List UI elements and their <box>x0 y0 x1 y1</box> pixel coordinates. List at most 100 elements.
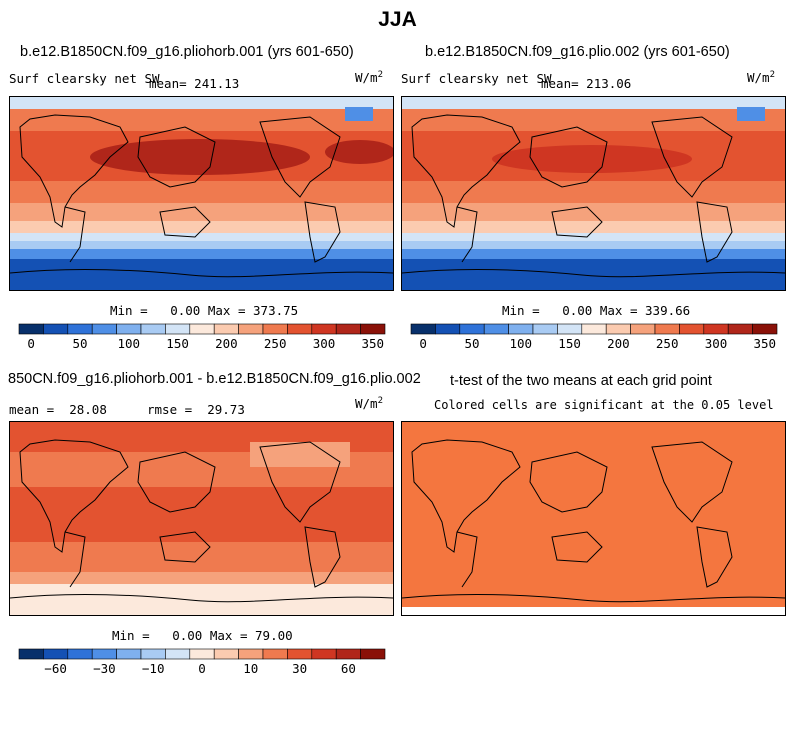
p1-coast-asia <box>137 126 216 188</box>
p4-coast-north-america <box>651 441 733 523</box>
panel3-mean-value: 28.08 <box>69 402 107 417</box>
colorbar-box <box>43 648 69 660</box>
colorbar-tick-label: 0 <box>27 336 35 351</box>
panel1-min-label: Min = <box>110 303 148 318</box>
p2-pacific-max <box>492 145 692 173</box>
colorbar-box <box>262 323 288 335</box>
p3-coastlines <box>10 439 393 603</box>
panel2-variable: Surf clearsky net SW <box>401 71 552 86</box>
panel2-max-label: Max = <box>599 303 638 318</box>
panel3-min-label: Min = <box>112 628 150 643</box>
p1-band-arctic <box>10 109 393 131</box>
colorbar-tick-label: 0 <box>419 336 427 351</box>
panel1-variable: Surf clearsky net SW <box>9 71 160 86</box>
colorbar-box <box>360 648 386 660</box>
colorbar-box <box>213 648 239 660</box>
figure-title: JJA <box>378 8 417 31</box>
p1-band-sh-cool <box>10 233 393 241</box>
panel2-map-svg <box>402 97 785 290</box>
panel1-units-sup: 2 <box>377 70 383 80</box>
colorbar-tick-label: 200 <box>607 336 630 351</box>
p2-band-sh-cool <box>402 233 785 241</box>
p2-band-north-pole <box>402 97 785 109</box>
colorbar-box <box>508 323 534 335</box>
panel4-title: t-test of the two means at each grid poi… <box>450 373 712 389</box>
p3-na-patch <box>250 442 350 467</box>
colorbar-box <box>262 648 288 660</box>
panel2-map <box>401 96 786 291</box>
colorbar-box <box>91 323 117 335</box>
colorbar-tick-label: 150 <box>166 336 189 351</box>
p1-pacific-max <box>90 139 310 175</box>
panel3-units-text: W/m <box>355 396 378 412</box>
p2-band-southern-ocean <box>402 249 785 259</box>
p2-band-sh-subtrop <box>402 203 785 221</box>
colorbar-box <box>189 648 215 660</box>
colorbar-box <box>213 323 239 335</box>
panel1-map <box>9 96 394 291</box>
p4-coastlines <box>402 439 785 603</box>
colorbar-tick-label: −60 <box>44 661 67 676</box>
p3-band-antarctic <box>10 584 393 615</box>
p1-band-sh-cooler <box>10 241 393 249</box>
p4-not-significant-area <box>402 607 785 615</box>
colorbar-tick-label: 10 <box>243 661 258 676</box>
panel1-max-label: Max = <box>207 303 246 318</box>
panel2-colorbar: 0 50 100 150 200 250 300 350 <box>410 323 778 351</box>
panel2-min-value: 0.00 <box>562 303 593 318</box>
panel1-mean-value: 241.13 <box>194 76 240 91</box>
p1-band-sh-subtrop <box>10 203 393 221</box>
p4-coast-africa-south <box>456 531 478 588</box>
colorbar-box <box>189 323 215 335</box>
colorbar-box <box>238 323 264 335</box>
colorbar-box <box>287 323 313 335</box>
panel1-max-value: 373.75 <box>253 303 299 318</box>
p1-coastlines <box>10 114 393 278</box>
p1-coast-antarctica <box>10 268 393 278</box>
colorbar-tick-label: −30 <box>93 661 116 676</box>
colorbar-box <box>67 648 93 660</box>
colorbar-box <box>752 323 778 335</box>
panel4-subtitle: Colored cells are significant at the 0.0… <box>434 398 774 412</box>
colorbar-box <box>483 323 509 335</box>
p3-coast-asia <box>137 451 216 513</box>
panel2-units-text: W/m <box>747 70 770 86</box>
p2-coast-south-america <box>696 201 733 263</box>
p1-coast-eurasia-africa <box>19 114 129 228</box>
colorbar-tick-label: 100 <box>118 336 141 351</box>
panel2-mean-label: mean= <box>541 76 579 91</box>
colorbar-box <box>335 648 361 660</box>
p3-band-tropics <box>10 487 393 542</box>
panel1-minmax: Min = 0.00 Max = 373.75 <box>110 303 298 318</box>
p2-coast-asia <box>529 126 608 188</box>
panel3-map-svg <box>10 422 393 615</box>
colorbar-box <box>435 323 461 335</box>
colorbar-box <box>581 323 607 335</box>
colorbar-box <box>18 648 44 660</box>
p2-coastlines <box>402 114 785 278</box>
p1-band-antarctic <box>10 259 393 290</box>
p3-coast-north-america <box>259 441 341 523</box>
colorbar-box <box>140 323 166 335</box>
colorbar-box <box>165 323 191 335</box>
p3-coast-australia <box>159 531 211 563</box>
p1-coast-australia <box>159 206 211 238</box>
colorbar-tick-label: 30 <box>292 661 307 676</box>
panel3-rmse: rmse = 29.73 <box>147 402 245 417</box>
colorbar-box <box>410 323 436 335</box>
panel1-title: b.e12.B1850CN.f09_g16.pliohorb.001 (yrs … <box>20 44 354 60</box>
colorbar-box <box>727 323 753 335</box>
p4-coast-australia <box>551 531 603 563</box>
p1-coast-north-america <box>259 116 341 198</box>
p3-coast-eurasia-africa <box>19 439 129 553</box>
p4-coast-south-america <box>696 526 733 588</box>
colorbar-box <box>287 648 313 660</box>
colorbar-box <box>605 323 631 335</box>
colorbar-tick-label: 50 <box>72 336 87 351</box>
p4-coast-eurasia-africa <box>411 439 521 553</box>
colorbar-box <box>557 323 583 335</box>
p3-band-sh-mid <box>10 542 393 572</box>
p2-band-sh-cooler <box>402 241 785 249</box>
p2-coast-north-america <box>651 116 733 198</box>
colorbar-tick-label: 50 <box>464 336 479 351</box>
